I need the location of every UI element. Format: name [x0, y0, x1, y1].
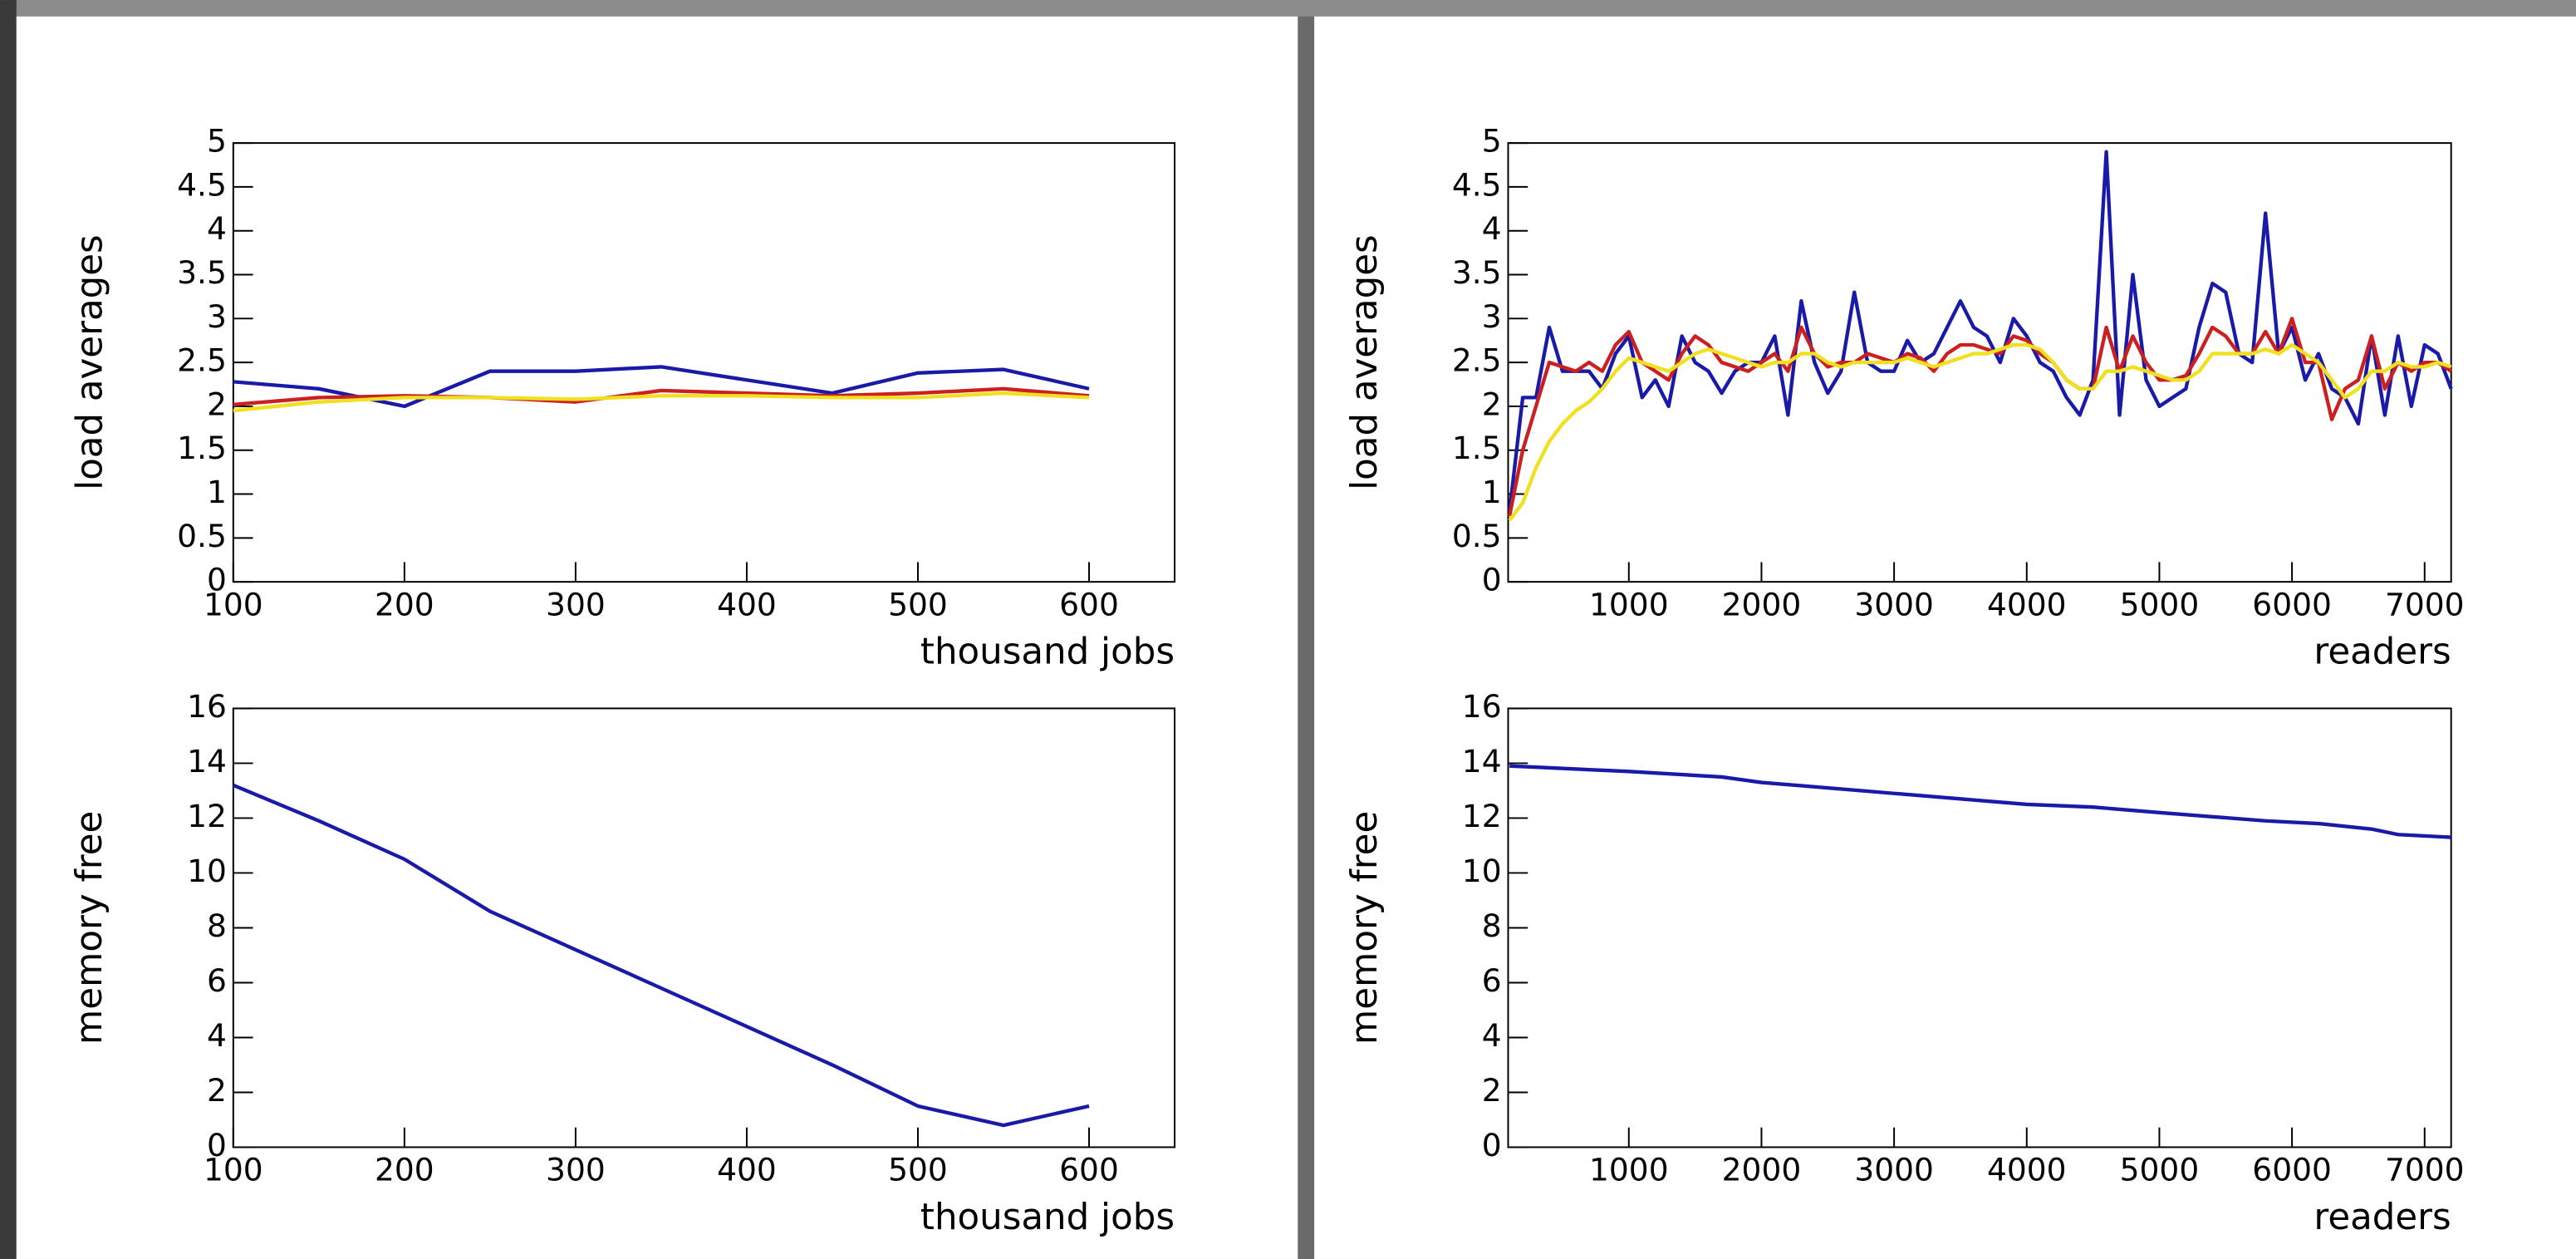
- y-tick-label: 14: [1462, 743, 1502, 779]
- x-tick-label: 500: [888, 586, 948, 622]
- x-tick-label: 5000: [2120, 1152, 2200, 1188]
- x-tick-label: 300: [546, 1152, 606, 1188]
- y-tick-label: 5: [207, 123, 227, 160]
- y-tick-label: 4.5: [1452, 166, 1502, 203]
- y-tick-label: 1.5: [1452, 430, 1502, 466]
- x-axis-title: readers: [2313, 632, 2451, 673]
- y-tick-label: 3: [207, 298, 227, 335]
- x-axis-title: thousand jobs: [920, 632, 1175, 673]
- y-tick-label: 0.5: [177, 518, 227, 554]
- y-tick-label: 2.5: [177, 342, 227, 379]
- y-tick-label: 3: [1482, 298, 1502, 335]
- x-tick-label: 4000: [1987, 586, 2067, 622]
- x-tick-label: 2000: [1722, 586, 1802, 622]
- y-tick-label: 4: [1482, 1017, 1502, 1054]
- left-edge: [0, 0, 17, 1259]
- x-tick-label: 200: [375, 586, 434, 622]
- left-panel: [16, 16, 1298, 1259]
- x-tick-label: 400: [717, 586, 777, 622]
- y-tick-label: 10: [1462, 853, 1502, 889]
- x-tick-label: 5000: [2120, 586, 2200, 622]
- y-tick-label: 0.5: [1452, 518, 1502, 554]
- y-tick-label: 1: [207, 474, 227, 510]
- y-tick-label: 4: [207, 1017, 227, 1054]
- y-tick-label: 2: [1482, 1072, 1502, 1109]
- x-tick-label: 600: [1059, 1152, 1119, 1188]
- y-tick-label: 5: [1482, 123, 1502, 160]
- x-tick-label: 100: [204, 586, 263, 622]
- y-axis-title: memory free: [69, 811, 110, 1045]
- data-line: [233, 391, 1090, 413]
- x-tick-label: 3000: [1854, 1152, 1934, 1188]
- x-tick-label: 300: [546, 586, 606, 622]
- y-tick-label: 4.5: [177, 166, 227, 203]
- data-line: [233, 386, 1090, 406]
- y-tick-label: 12: [187, 798, 227, 834]
- x-tick-label: 6000: [2252, 586, 2332, 622]
- data-line: [1509, 764, 2451, 839]
- y-tick-label: 1: [1482, 474, 1502, 510]
- y-tick-label: 0: [207, 562, 227, 598]
- divider: [1298, 16, 1315, 1259]
- x-tick-label: 1000: [1589, 1152, 1669, 1188]
- data-line: [1508, 342, 2452, 522]
- x-tick-label: 400: [717, 1152, 777, 1188]
- y-tick-label: 0: [1482, 562, 1502, 598]
- y-axis-title: load averages: [69, 234, 110, 490]
- x-tick-label: 7000: [2385, 1152, 2465, 1188]
- x-tick-label: 500: [888, 1152, 948, 1188]
- x-tick-label: 6000: [2252, 1152, 2332, 1188]
- y-axis-title: load averages: [1344, 234, 1386, 490]
- y-tick-label: 16: [1462, 688, 1502, 725]
- y-tick-label: 1.5: [177, 430, 227, 466]
- x-axis-title: readers: [2313, 1197, 2451, 1238]
- y-tick-label: 10: [187, 853, 227, 889]
- data-line: [1507, 317, 2452, 517]
- y-tick-label: 4: [1482, 210, 1502, 247]
- y-tick-label: 14: [187, 743, 227, 779]
- x-tick-label: 7000: [2385, 586, 2465, 622]
- x-axis-title: thousand jobs: [920, 1197, 1175, 1238]
- y-tick-label: 4: [207, 210, 227, 247]
- x-tick-label: 100: [204, 1152, 263, 1188]
- x-tick-label: 1000: [1589, 586, 1669, 622]
- y-tick-label: 16: [187, 688, 227, 725]
- y-tick-label: 8: [207, 907, 227, 944]
- x-tick-label: 3000: [1854, 586, 1934, 622]
- y-tick-label: 2: [207, 1072, 227, 1109]
- y-tick-label: 6: [207, 962, 227, 999]
- y-tick-label: 2: [1482, 386, 1502, 422]
- y-tick-label: 3.5: [177, 254, 227, 291]
- y-tick-label: 12: [1462, 798, 1502, 834]
- x-tick-label: 600: [1059, 586, 1119, 622]
- y-axis-title: memory free: [1344, 811, 1386, 1045]
- y-tick-label: 2: [207, 386, 227, 422]
- y-tick-label: 0: [207, 1127, 227, 1163]
- x-tick-label: 4000: [1987, 1152, 2067, 1188]
- y-tick-label: 8: [1482, 907, 1502, 944]
- y-tick-label: 2.5: [1452, 342, 1502, 379]
- data-line: [232, 783, 1090, 1128]
- y-tick-label: 3.5: [1452, 254, 1502, 291]
- x-tick-label: 2000: [1722, 1152, 1802, 1188]
- x-tick-label: 200: [375, 1152, 434, 1188]
- data-line: [1507, 150, 2453, 512]
- y-tick-label: 0: [1482, 1127, 1502, 1163]
- y-tick-label: 6: [1482, 962, 1502, 999]
- right-panel: [1314, 16, 2576, 1259]
